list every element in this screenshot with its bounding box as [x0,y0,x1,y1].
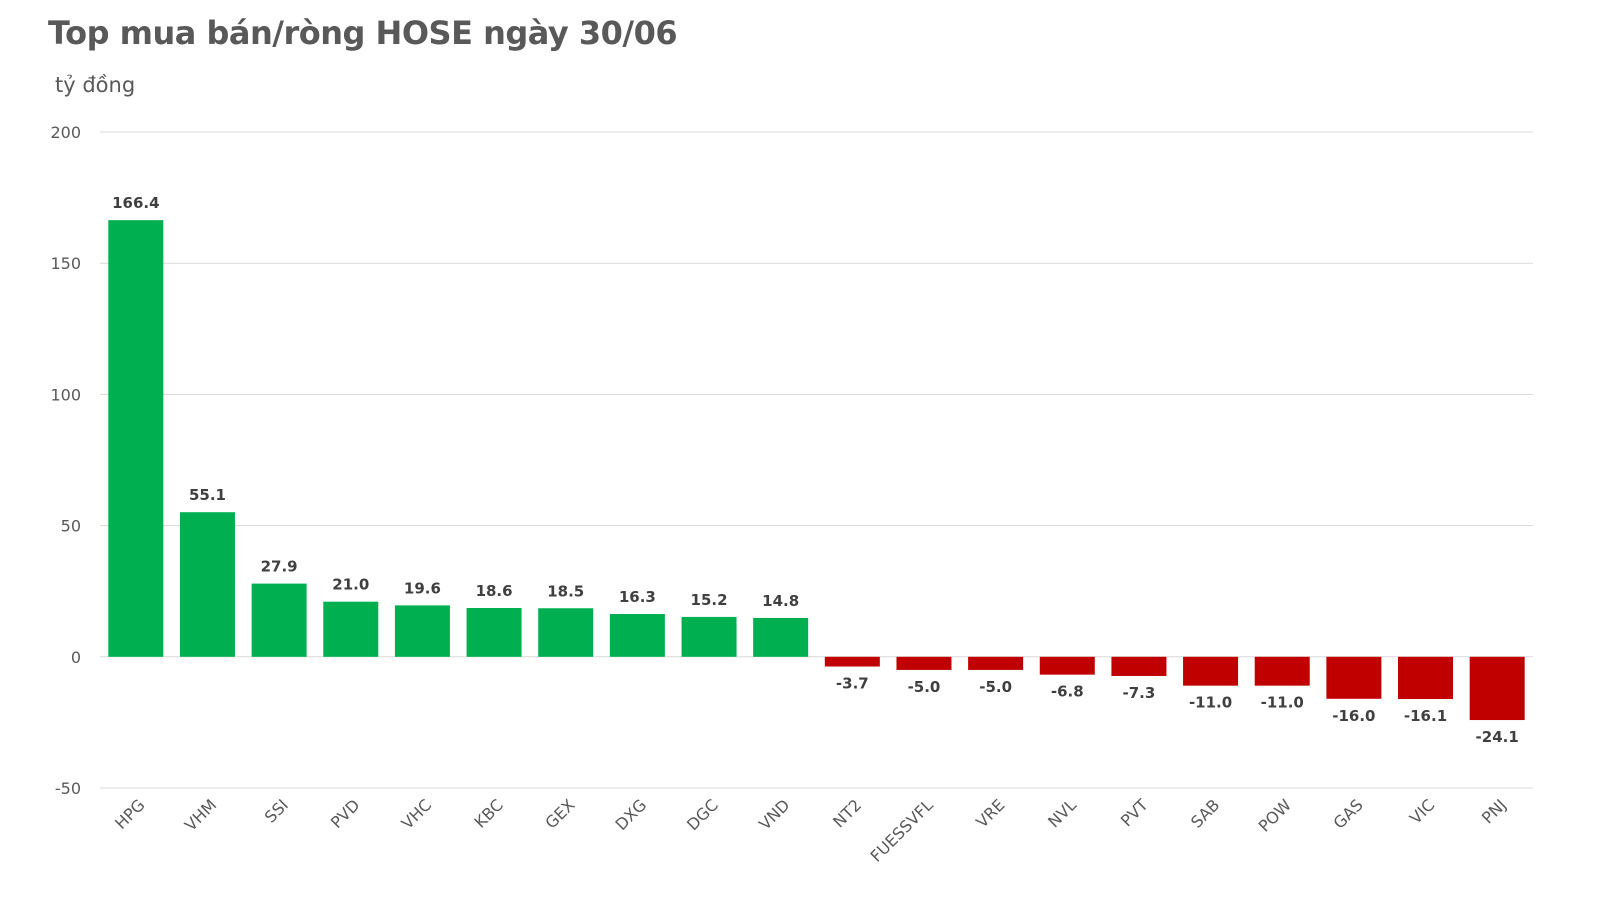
data-label: 55.1 [189,486,226,504]
data-label: 21.0 [332,576,369,594]
bar-SAB [1183,656,1239,686]
bar-NT2 [824,656,880,667]
data-label: -16.0 [1332,707,1375,725]
x-tick-label: VND [755,795,793,833]
x-tick-label: PNJ [1478,795,1510,827]
bar-PVD [323,601,379,657]
data-label: -16.1 [1404,707,1447,725]
bar-PVT [1111,656,1167,676]
y-tick-label: 50 [61,517,81,536]
bar-HPG [108,220,164,657]
bar-VIC [1398,656,1454,700]
data-label: -5.0 [908,678,941,696]
x-tick-label: HPG [111,795,149,833]
bar-VRE [968,656,1024,670]
x-tick-label: VRE [972,795,1008,831]
x-tick-label: FUESSVFL [867,795,937,865]
x-tick-label: VIC [1406,795,1438,827]
bar-SSI [251,583,307,657]
x-tick-label: GAS [1330,795,1367,832]
x-tick-label: VHM [181,795,220,834]
bar-DGC [681,616,737,657]
bar-VHM [179,512,235,657]
bar-PNJ [1469,656,1525,721]
x-tick-label: KBC [471,795,507,831]
bar-GEX [538,608,594,657]
data-label: 166.4 [112,194,159,212]
data-label: -7.3 [1123,684,1156,702]
y-tick-label: -50 [55,779,81,798]
y-tick-label: 100 [50,385,81,404]
data-label: 15.2 [691,591,728,609]
data-label: -3.7 [836,675,869,693]
x-tick-label: SAB [1187,795,1223,831]
y-tick-label: 0 [71,648,81,667]
x-tick-label: SSI [261,795,292,826]
bar-DXG [609,614,665,657]
bar-VHC [394,605,450,657]
bar-VND [753,617,809,657]
data-label: -24.1 [1476,728,1519,746]
data-label: 19.6 [404,579,441,597]
data-label: 14.8 [762,592,799,610]
x-tick-label: POW [1255,795,1295,835]
data-label: 16.3 [619,588,656,606]
x-tick-label: GEX [541,795,578,832]
bar-POW [1254,656,1310,686]
x-tick-label: PVT [1117,795,1152,830]
data-label: 27.9 [261,558,298,576]
data-label: -5.0 [979,678,1012,696]
chart-title: Top mua bán/ròng HOSE ngày 30/06 [48,14,678,52]
x-tick-label: VHC [398,795,436,833]
data-label: -11.0 [1189,694,1232,712]
bar-GAS [1326,656,1382,699]
x-tick-label: NVL [1044,795,1080,831]
x-tick-label: DGC [683,795,722,834]
y-axis-unit-label: tỷ đồng [55,73,136,97]
x-tick-label: PVD [327,795,364,832]
bar-NVL [1039,656,1095,675]
data-label: -6.8 [1051,683,1084,701]
bar-KBC [466,607,522,657]
x-tick-label: DXG [612,795,651,834]
y-tick-label: 200 [50,123,81,142]
x-tick-label: NT2 [829,795,865,831]
data-label: 18.5 [547,582,584,600]
data-label: -11.0 [1261,694,1304,712]
bar-FUESSVFL [896,656,952,670]
y-tick-label: 150 [50,254,81,273]
data-label: 18.6 [476,582,513,600]
